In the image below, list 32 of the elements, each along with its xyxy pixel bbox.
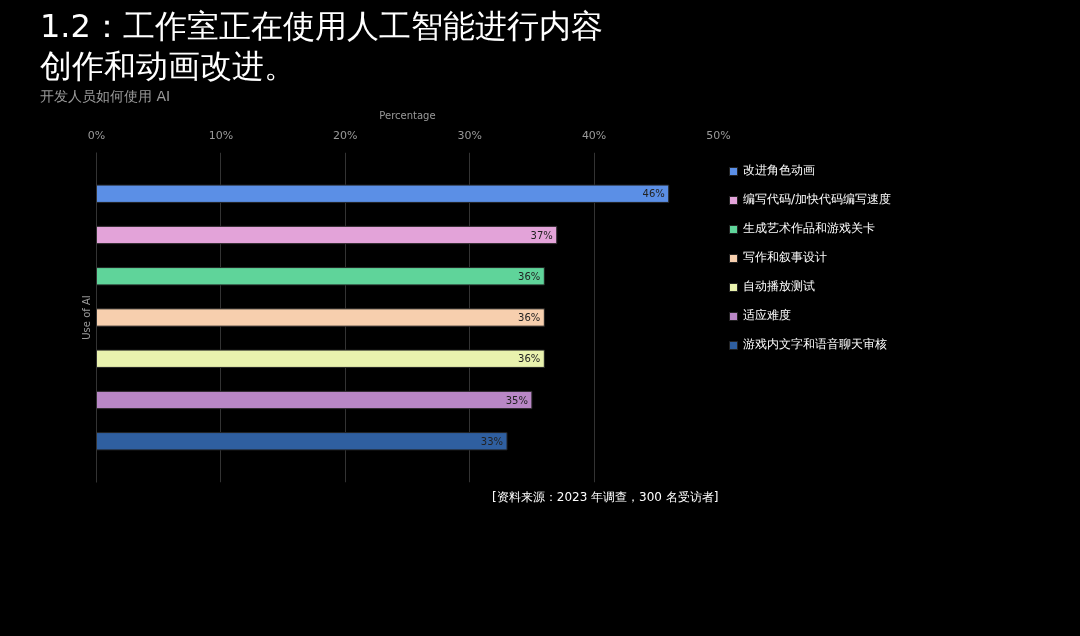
data-label: 36% <box>518 270 541 282</box>
chart-title: 1.2：工作室正在使用人工智能进行内容创作和动画改进。 <box>40 6 604 86</box>
legend-label: 编写代码/加快代码编写速度 <box>743 191 892 208</box>
y-axis-title: Use of AI <box>80 295 92 340</box>
bar <box>96 349 545 368</box>
legend-label: 生成艺术作品和游戏关卡 <box>743 220 875 237</box>
bar <box>96 184 670 203</box>
data-label: 33% <box>480 435 504 447</box>
legend-label: 自动播放测试 <box>743 278 815 295</box>
chart-subtitle: 开发人员如何使用 AI <box>40 87 171 106</box>
data-label: 36% <box>518 312 541 323</box>
x-axis-title: Percentage <box>379 109 436 121</box>
data-label: 35% <box>505 394 528 406</box>
legend-label: 改进角色动画 <box>743 162 815 179</box>
x-tick-label: 50% <box>706 128 731 142</box>
bar <box>96 225 558 245</box>
bar <box>96 308 545 327</box>
bar <box>96 390 533 410</box>
data-label: 37% <box>530 229 553 241</box>
bar <box>96 432 508 451</box>
x-tick-label: 40% <box>581 128 607 142</box>
legend-label: 游戏内文字和语音聊天审核 <box>743 336 887 353</box>
x-tick-label: 30% <box>457 128 482 142</box>
legend-label: 适应难度 <box>743 307 791 324</box>
x-tick-label: 10% <box>208 128 234 142</box>
data-label: 36% <box>518 353 541 365</box>
x-tick-label: 0% <box>87 128 106 142</box>
bar <box>96 267 545 286</box>
legend-label: 写作和叙事设计 <box>743 249 827 266</box>
text: [资料来源：2023 年调查，300 名受访者] <box>492 489 719 504</box>
x-tick-label: 20% <box>333 128 358 142</box>
data-label: 46% <box>642 188 665 200</box>
